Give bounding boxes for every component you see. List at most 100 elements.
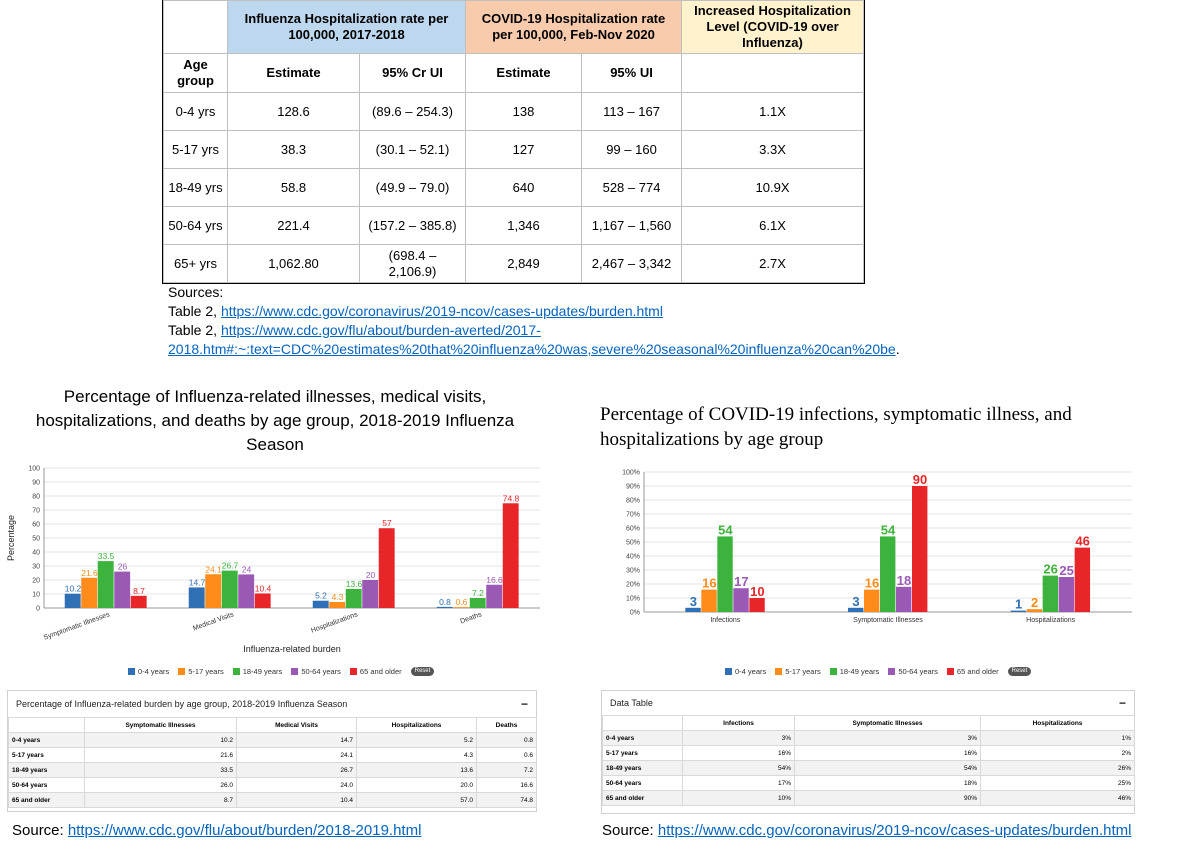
data-label: 74.8 <box>503 493 520 503</box>
table-cell: 10% <box>682 790 795 806</box>
bar <box>1074 547 1091 612</box>
y-tick-label: 60% <box>626 526 640 533</box>
table-cell: 90% <box>794 790 981 806</box>
bar <box>880 536 896 612</box>
bar <box>221 570 238 608</box>
data-label: 57 <box>382 518 392 528</box>
bar <box>912 486 928 612</box>
table-cell: 18% <box>794 775 981 791</box>
bar <box>238 574 255 608</box>
y-tick-label: 40 <box>32 550 40 557</box>
flu-estimate-cell: 58.8 <box>227 168 360 207</box>
x-tick-label: Deaths <box>459 611 483 625</box>
bar <box>1058 577 1075 612</box>
y-tick-label: 40% <box>626 554 640 561</box>
legend-item[interactable]: 0-4 years <box>725 667 766 676</box>
bar <box>64 593 81 608</box>
row-label: 65 and older <box>8 792 85 808</box>
age-cell: 0-4 yrs <box>163 92 228 131</box>
legend-label: 65 and older <box>359 667 402 676</box>
legend-item[interactable]: 50-64 years <box>291 667 341 676</box>
bar <box>502 503 519 608</box>
bar <box>864 589 880 612</box>
y-tick-label: 20 <box>32 578 40 585</box>
legend-reset-button[interactable]: Reset <box>1007 667 1032 676</box>
y-tick-label: 60 <box>32 522 40 529</box>
legend-item[interactable]: 65 and older <box>349 667 402 676</box>
table-cell: 7.2 <box>476 762 537 778</box>
column-header <box>8 717 85 733</box>
table-cell: 0.8 <box>476 732 537 748</box>
source-prefix: Table 2, <box>168 322 221 338</box>
table-cell: 1% <box>980 730 1135 746</box>
covid-source-link[interactable]: https://www.cdc.gov/coronavirus/2019-nco… <box>657 822 1132 839</box>
data-label: 10 <box>750 584 764 599</box>
bar <box>486 584 503 608</box>
legend-label: 0-4 years <box>138 667 170 676</box>
covid-ci-cell: 113 – 167 <box>581 92 683 131</box>
table-row: 65+ yrs 1,062.80 (698.4 – 2,106.9) 2,849… <box>163 244 865 283</box>
source-link-covid-burden[interactable]: https://www.cdc.gov/coronavirus/2019-nco… <box>220 303 663 319</box>
table-cell: 57.0 <box>356 792 477 808</box>
table-cell: 74.8 <box>476 792 537 808</box>
flu-estimate-cell: 128.6 <box>227 92 360 131</box>
legend-item[interactable]: 65 and older <box>946 667 999 676</box>
increase-cell: 2.7X <box>681 244 865 283</box>
table-cell: 33.5 <box>84 762 237 778</box>
legend-item[interactable]: 0-4 years <box>128 667 169 676</box>
flu-estimate-header: Estimate <box>227 53 360 93</box>
y-axis-title: Percentage <box>6 515 16 561</box>
legend-item[interactable]: 5-17 years <box>178 667 224 676</box>
age-cell: 65+ yrs <box>163 244 228 283</box>
table-cell: 17% <box>682 775 795 791</box>
data-label: 16.6 <box>486 575 503 585</box>
table-cell: 16.6 <box>476 777 537 793</box>
covid-data-table-title: Data Table <box>610 698 653 708</box>
bar <box>733 588 749 612</box>
flu-ci-cell: (89.6 – 254.3) <box>358 92 467 131</box>
bar <box>130 595 147 608</box>
table-cell: 8.7 <box>84 792 237 808</box>
bar <box>848 607 864 612</box>
collapse-toggle-button[interactable]: − <box>520 697 528 711</box>
y-tick-label: 10% <box>626 596 640 603</box>
legend-label: 18-49 years <box>242 667 283 676</box>
y-tick-label: 0 <box>36 606 40 613</box>
legend-label: 65 and older <box>956 667 999 676</box>
y-tick-label: 80 <box>32 494 40 501</box>
bar <box>469 597 486 608</box>
bar <box>436 606 453 608</box>
y-tick-label: 50% <box>626 540 640 547</box>
covid-chart-legend: 0-4 years 5-17 years 18-49 years 50-64 y… <box>725 667 1032 676</box>
legend-reset-button[interactable]: Reset <box>410 667 435 676</box>
covid-ci-cell: 99 – 160 <box>581 130 683 169</box>
covid-estimate-header: Estimate <box>465 53 583 93</box>
table-cell: 2% <box>980 745 1135 761</box>
data-label: 21.6 <box>81 568 98 578</box>
table-row: 0-4 years 10.2 14.7 5.2 0.8 <box>8 732 537 748</box>
source-prefix: Source: <box>12 822 68 839</box>
y-tick-label: 100 <box>28 466 40 473</box>
flu-estimate-cell: 221.4 <box>227 206 360 245</box>
bar <box>1042 575 1059 612</box>
sources-heading: Sources: <box>168 284 224 300</box>
table-row: 65 and older 8.7 10.4 57.0 74.8 <box>8 792 537 808</box>
x-tick-label: Symptomatic Illnesses <box>853 617 923 624</box>
bar <box>312 600 329 608</box>
table-cell: 5.2 <box>356 732 477 748</box>
flu-source-link[interactable]: https://www.cdc.gov/flu/about/burden/201… <box>67 822 422 839</box>
y-tick-label: 30% <box>626 568 640 575</box>
legend-item[interactable]: 50-64 years <box>888 667 938 676</box>
covid-estimate-cell: 2,849 <box>465 244 583 283</box>
source-link-flu-averted-cont[interactable]: 2018.htm#:~:text=CDC%20estimates%20that%… <box>168 341 896 357</box>
x-tick-label: Hospitalizations <box>1026 617 1076 624</box>
source-link-flu-averted[interactable]: https://www.cdc.gov/flu/about/burden-ave… <box>220 322 541 338</box>
legend-item[interactable]: 5-17 years <box>775 667 821 676</box>
increase-cell: 1.1X <box>681 92 865 131</box>
collapse-toggle-button[interactable]: − <box>1118 696 1126 710</box>
table-cell: 26% <box>980 760 1135 776</box>
covid-source: Source: https://www.cdc.gov/coronavirus/… <box>602 822 1131 839</box>
legend-item[interactable]: 18-49 years <box>829 667 879 676</box>
legend-item[interactable]: 18-49 years <box>232 667 283 676</box>
table-cell: 54% <box>794 760 981 776</box>
